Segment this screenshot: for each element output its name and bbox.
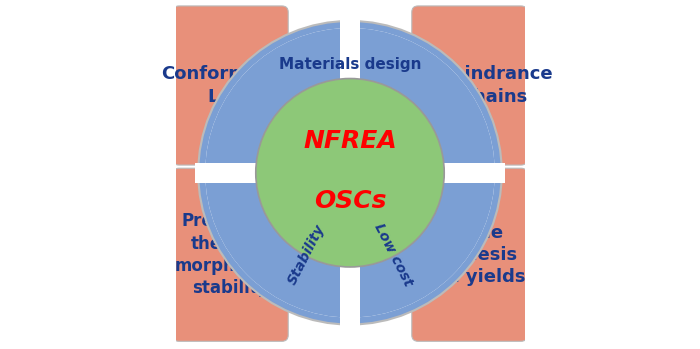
Text: OSCs: OSCs xyxy=(314,189,386,213)
Text: Preferable
thermal/
morphology
stability: Preferable thermal/ morphology stability xyxy=(174,213,286,297)
Text: Stability: Stability xyxy=(285,222,328,287)
Text: Steric hindrance
Side chains: Steric hindrance Side chains xyxy=(386,65,553,106)
Text: Materials design: Materials design xyxy=(279,57,421,72)
Text: Low cost: Low cost xyxy=(372,221,416,289)
Circle shape xyxy=(205,28,495,318)
Circle shape xyxy=(198,21,502,325)
FancyBboxPatch shape xyxy=(412,168,527,341)
FancyBboxPatch shape xyxy=(173,168,288,341)
Circle shape xyxy=(205,28,495,318)
Polygon shape xyxy=(340,17,360,328)
Text: NFREA: NFREA xyxy=(303,129,397,153)
FancyBboxPatch shape xyxy=(412,6,527,165)
Polygon shape xyxy=(195,163,505,183)
FancyBboxPatch shape xyxy=(173,6,288,165)
Text: Simple
synthesis
High yields: Simple synthesis High yields xyxy=(413,224,526,286)
Circle shape xyxy=(256,79,444,267)
Text: Conformation
Lock: Conformation Lock xyxy=(162,65,300,106)
